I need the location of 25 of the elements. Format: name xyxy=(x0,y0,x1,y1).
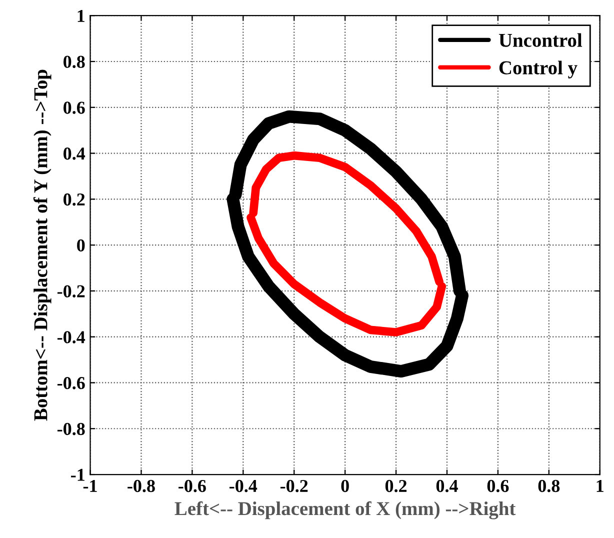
x-tick-label: 0.4 xyxy=(436,480,458,492)
x-tick-label: 0.6 xyxy=(487,480,509,492)
y-tick-label: -0.2 xyxy=(57,285,85,298)
legend-label: Uncontrol xyxy=(498,33,582,47)
x-tick-label: -0.4 xyxy=(230,480,258,492)
y-tick-label: 0 xyxy=(77,239,85,252)
legend-label: Control y xyxy=(499,60,578,78)
y-tick-label: 0.8 xyxy=(64,56,85,68)
x-tick-label: 0.2 xyxy=(385,480,407,492)
x-axis-title: Left<-- Displacement of X (mm) -->Right xyxy=(174,501,516,520)
y-tick-label: -0.4 xyxy=(57,331,86,344)
y-tick-label: 1 xyxy=(78,10,84,22)
x-tick-label: -0.8 xyxy=(128,480,155,492)
x-tick-label: 0 xyxy=(341,480,349,492)
y-tick-label: 0.6 xyxy=(64,102,85,114)
y-tick-label: 0.4 xyxy=(64,148,86,160)
x-tick-label: -0.2 xyxy=(280,480,308,492)
x-tick-label: 1 xyxy=(596,480,604,492)
y-tick-label: 0.2 xyxy=(64,193,85,206)
y-tick-label: -0.6 xyxy=(57,376,85,390)
x-tick-label: -0.6 xyxy=(178,480,206,492)
x-tick-label: 0.8 xyxy=(538,480,560,492)
y-axis-title: Bottom<-- Displacement of Y (mm) -->Top xyxy=(33,70,52,421)
y-tick-label: -0.8 xyxy=(57,422,85,436)
y-tick-label: -1 xyxy=(71,468,84,481)
